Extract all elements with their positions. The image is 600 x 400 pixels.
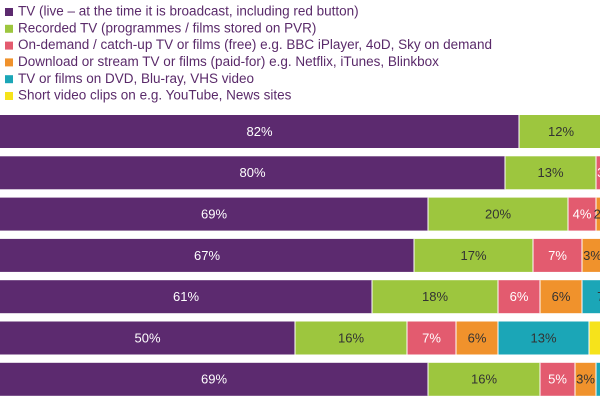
bar-segment [456,321,498,355]
legend-label: Download or stream TV or films (paid-for… [18,54,439,69]
bar-segment [533,238,582,272]
legend-label: Recorded TV (programmes / films stored o… [18,20,316,35]
bar-segment [589,321,600,355]
bar-segment [414,238,533,272]
value-label: 4% [573,207,592,222]
bar-segment [0,238,414,272]
value-label: 13% [530,330,556,345]
bar-segment [0,362,428,396]
legend-swatch [5,75,13,84]
bar-segment [568,197,596,231]
legend-label: Short video clips on e.g. YouTube, News … [18,88,292,103]
bar-segment [498,321,589,355]
value-label: 50% [134,330,160,345]
value-label: 61% [173,289,199,304]
value-label: 7% [548,248,567,263]
bar-segment [582,280,600,314]
value-label: 6% [552,289,571,304]
value-label: 69% [201,372,227,387]
value-label: 16% [471,372,497,387]
legend-swatch [5,41,13,50]
legend-swatch [5,8,13,16]
bar-segment [575,362,596,396]
value-label: 80% [239,165,265,180]
value-label: 67% [194,248,220,263]
bar-segment [596,362,600,396]
bar-segment [498,280,540,314]
bar-segment [505,156,596,190]
legend-swatch [5,24,13,33]
bar-segment [596,156,600,190]
value-label: 17% [460,248,486,263]
value-label: 3% [597,165,600,180]
value-label: 7% [597,289,600,304]
value-label: 20% [485,207,511,222]
bar-segment [0,280,372,314]
bar-segment [428,197,568,231]
bar-segment [295,321,407,355]
legend-label: On-demand / catch-up TV or films (free) … [18,37,492,52]
value-label: 2% [594,207,600,222]
value-label: 16% [338,330,364,345]
legend-swatch [5,58,13,67]
value-label: 69% [201,207,227,222]
value-label: 7% [422,330,441,345]
value-label: 6% [468,330,487,345]
bar-segment [540,280,582,314]
bar-segment [582,238,600,272]
bar-segment [407,321,456,355]
value-label: 82% [246,124,272,139]
bar-segment [596,197,600,231]
value-label: 3% [583,248,600,263]
value-label: 6% [510,289,529,304]
bar-segment [0,115,519,148]
bar-segment [519,115,600,148]
value-label: 18% [422,289,448,304]
value-label: 13% [537,165,563,180]
value-label: 5% [548,372,567,387]
bar-segment [0,156,505,190]
bar-segment [0,321,295,355]
bar-segment [428,362,540,396]
value-label: 3% [576,372,595,387]
bar-segment [372,280,498,314]
value-label: 12% [548,124,574,139]
legend-swatch [5,92,13,100]
bar-segment [540,362,575,396]
bar-segment [0,197,428,231]
legend-label: TV or films on DVD, Blu-ray, VHS video [18,71,254,86]
legend-label: TV (live – at the time it is broadcast, … [18,4,359,19]
